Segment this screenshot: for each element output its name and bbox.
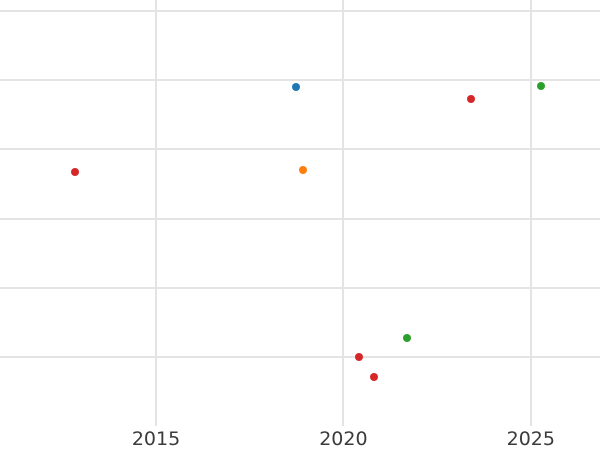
vertical-gridline — [342, 0, 345, 426]
scatter-point-red — [71, 168, 80, 177]
vertical-gridline — [155, 0, 157, 426]
horizontal-gridline — [0, 286, 600, 289]
scatter-point-blue — [291, 83, 300, 92]
scatter-point-green — [402, 334, 411, 343]
x-tick-label-2025: 2025 — [506, 427, 555, 450]
scatter-point-red — [369, 373, 378, 382]
x-tick-label-2020: 2020 — [319, 427, 368, 450]
x-tick-label-2015: 2015 — [131, 427, 181, 450]
scatter-point-green — [536, 81, 545, 90]
horizontal-gridline — [0, 10, 600, 12]
horizontal-gridline — [0, 217, 600, 220]
vertical-gridline — [529, 0, 532, 426]
scatter-point-red — [466, 94, 475, 103]
horizontal-gridline — [0, 79, 600, 82]
scatter-point-red — [354, 353, 363, 361]
horizontal-gridline — [0, 356, 600, 358]
horizontal-gridline — [0, 148, 600, 151]
scatter-point-orange — [298, 166, 307, 175]
